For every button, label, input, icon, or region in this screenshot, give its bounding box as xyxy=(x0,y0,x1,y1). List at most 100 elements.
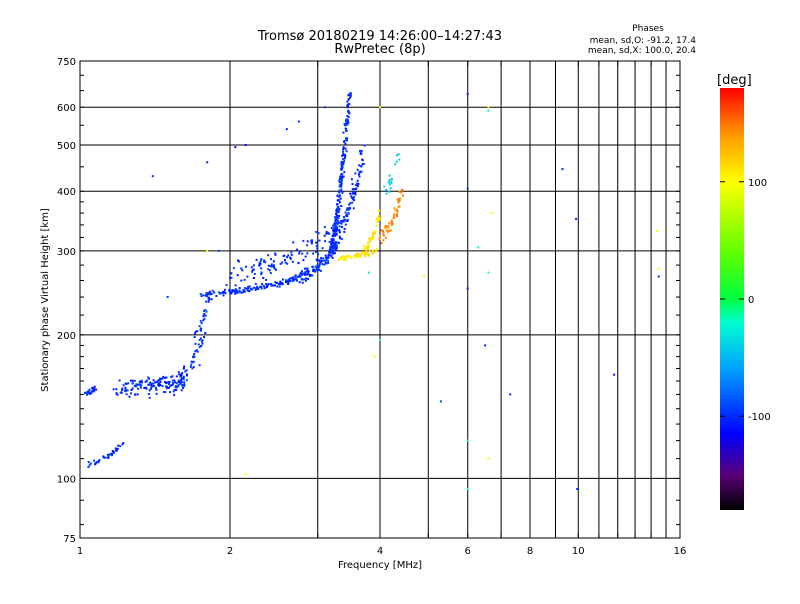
data-point xyxy=(175,375,178,378)
data-point xyxy=(298,274,301,277)
data-point xyxy=(185,369,188,372)
data-point xyxy=(370,239,373,242)
data-point xyxy=(349,255,352,258)
data-point xyxy=(347,98,350,101)
data-point xyxy=(143,387,146,389)
data-point xyxy=(439,400,442,403)
data-point xyxy=(310,239,313,242)
data-point xyxy=(345,137,347,140)
data-point xyxy=(164,377,167,379)
data-point xyxy=(338,230,341,233)
x-tick-label: 2 xyxy=(227,546,233,557)
data-point xyxy=(656,230,659,233)
data-point xyxy=(274,281,277,284)
data-point xyxy=(225,284,228,287)
data-point xyxy=(238,260,240,263)
data-point xyxy=(343,140,346,142)
chart-title: Tromsø 20180219 14:26:00–14:27:43 xyxy=(257,29,502,44)
data-point xyxy=(344,124,347,127)
data-point xyxy=(362,244,365,247)
data-point xyxy=(379,217,382,220)
data-point xyxy=(294,278,297,281)
data-point xyxy=(351,201,354,204)
data-point xyxy=(94,388,97,391)
data-point xyxy=(260,273,263,276)
data-point xyxy=(336,246,338,249)
data-point xyxy=(183,365,186,368)
data-point xyxy=(334,252,336,255)
data-point xyxy=(119,391,122,394)
data-point xyxy=(201,340,203,343)
data-point xyxy=(466,187,469,190)
data-point xyxy=(365,245,368,248)
data-point xyxy=(356,179,359,182)
data-point xyxy=(322,257,325,260)
data-point xyxy=(301,252,304,255)
data-point xyxy=(343,230,346,233)
data-point xyxy=(575,217,578,220)
data-point xyxy=(87,390,90,393)
data-point xyxy=(120,391,123,394)
data-point xyxy=(344,142,347,145)
data-point xyxy=(130,388,133,391)
x-tick-label: 6 xyxy=(465,546,471,557)
data-point xyxy=(346,122,349,125)
data-point xyxy=(338,199,341,202)
data-point xyxy=(301,273,304,276)
y-tick-label: 300 xyxy=(57,247,76,258)
data-point xyxy=(294,274,297,277)
data-point xyxy=(121,443,124,446)
data-point xyxy=(332,249,335,252)
data-point xyxy=(356,185,359,188)
data-point xyxy=(300,278,303,281)
data-point xyxy=(222,294,225,297)
data-point xyxy=(246,275,249,278)
data-point xyxy=(388,190,391,193)
data-point xyxy=(138,380,141,383)
data-point xyxy=(347,121,350,124)
data-point xyxy=(183,381,186,384)
data-point xyxy=(335,225,338,228)
data-point xyxy=(349,192,352,195)
data-point xyxy=(389,187,392,190)
data-point xyxy=(379,339,381,342)
data-point xyxy=(340,205,343,207)
data-point xyxy=(314,251,317,253)
data-point xyxy=(311,274,314,277)
data-point xyxy=(160,378,163,380)
data-point xyxy=(181,377,183,380)
data-point xyxy=(118,379,121,382)
data-point xyxy=(196,330,199,333)
data-point xyxy=(331,241,334,244)
data-point xyxy=(279,262,282,265)
data-point xyxy=(165,381,167,384)
data-point xyxy=(346,115,349,117)
data-point xyxy=(386,229,389,232)
data-point xyxy=(203,312,206,315)
data-point xyxy=(334,231,337,234)
data-point xyxy=(333,226,336,229)
data-point xyxy=(336,203,338,206)
y-tick-label: 75 xyxy=(63,534,76,545)
data-point xyxy=(201,339,204,342)
data-point xyxy=(185,379,188,382)
data-point xyxy=(141,381,143,384)
colorbar-tick-label: 100 xyxy=(748,178,767,189)
data-point xyxy=(256,285,259,288)
data-point xyxy=(340,167,343,170)
data-point xyxy=(331,239,334,242)
data-point xyxy=(341,162,344,165)
data-point xyxy=(275,268,277,271)
data-point xyxy=(205,293,208,296)
data-point xyxy=(320,257,323,260)
data-point xyxy=(355,253,358,256)
data-point xyxy=(331,245,333,248)
data-point xyxy=(208,298,211,300)
data-point xyxy=(305,277,307,280)
data-point xyxy=(362,248,365,251)
data-point xyxy=(338,221,341,224)
data-point xyxy=(365,247,368,249)
data-point xyxy=(260,287,263,290)
data-point xyxy=(289,280,292,282)
data-point xyxy=(234,292,237,295)
